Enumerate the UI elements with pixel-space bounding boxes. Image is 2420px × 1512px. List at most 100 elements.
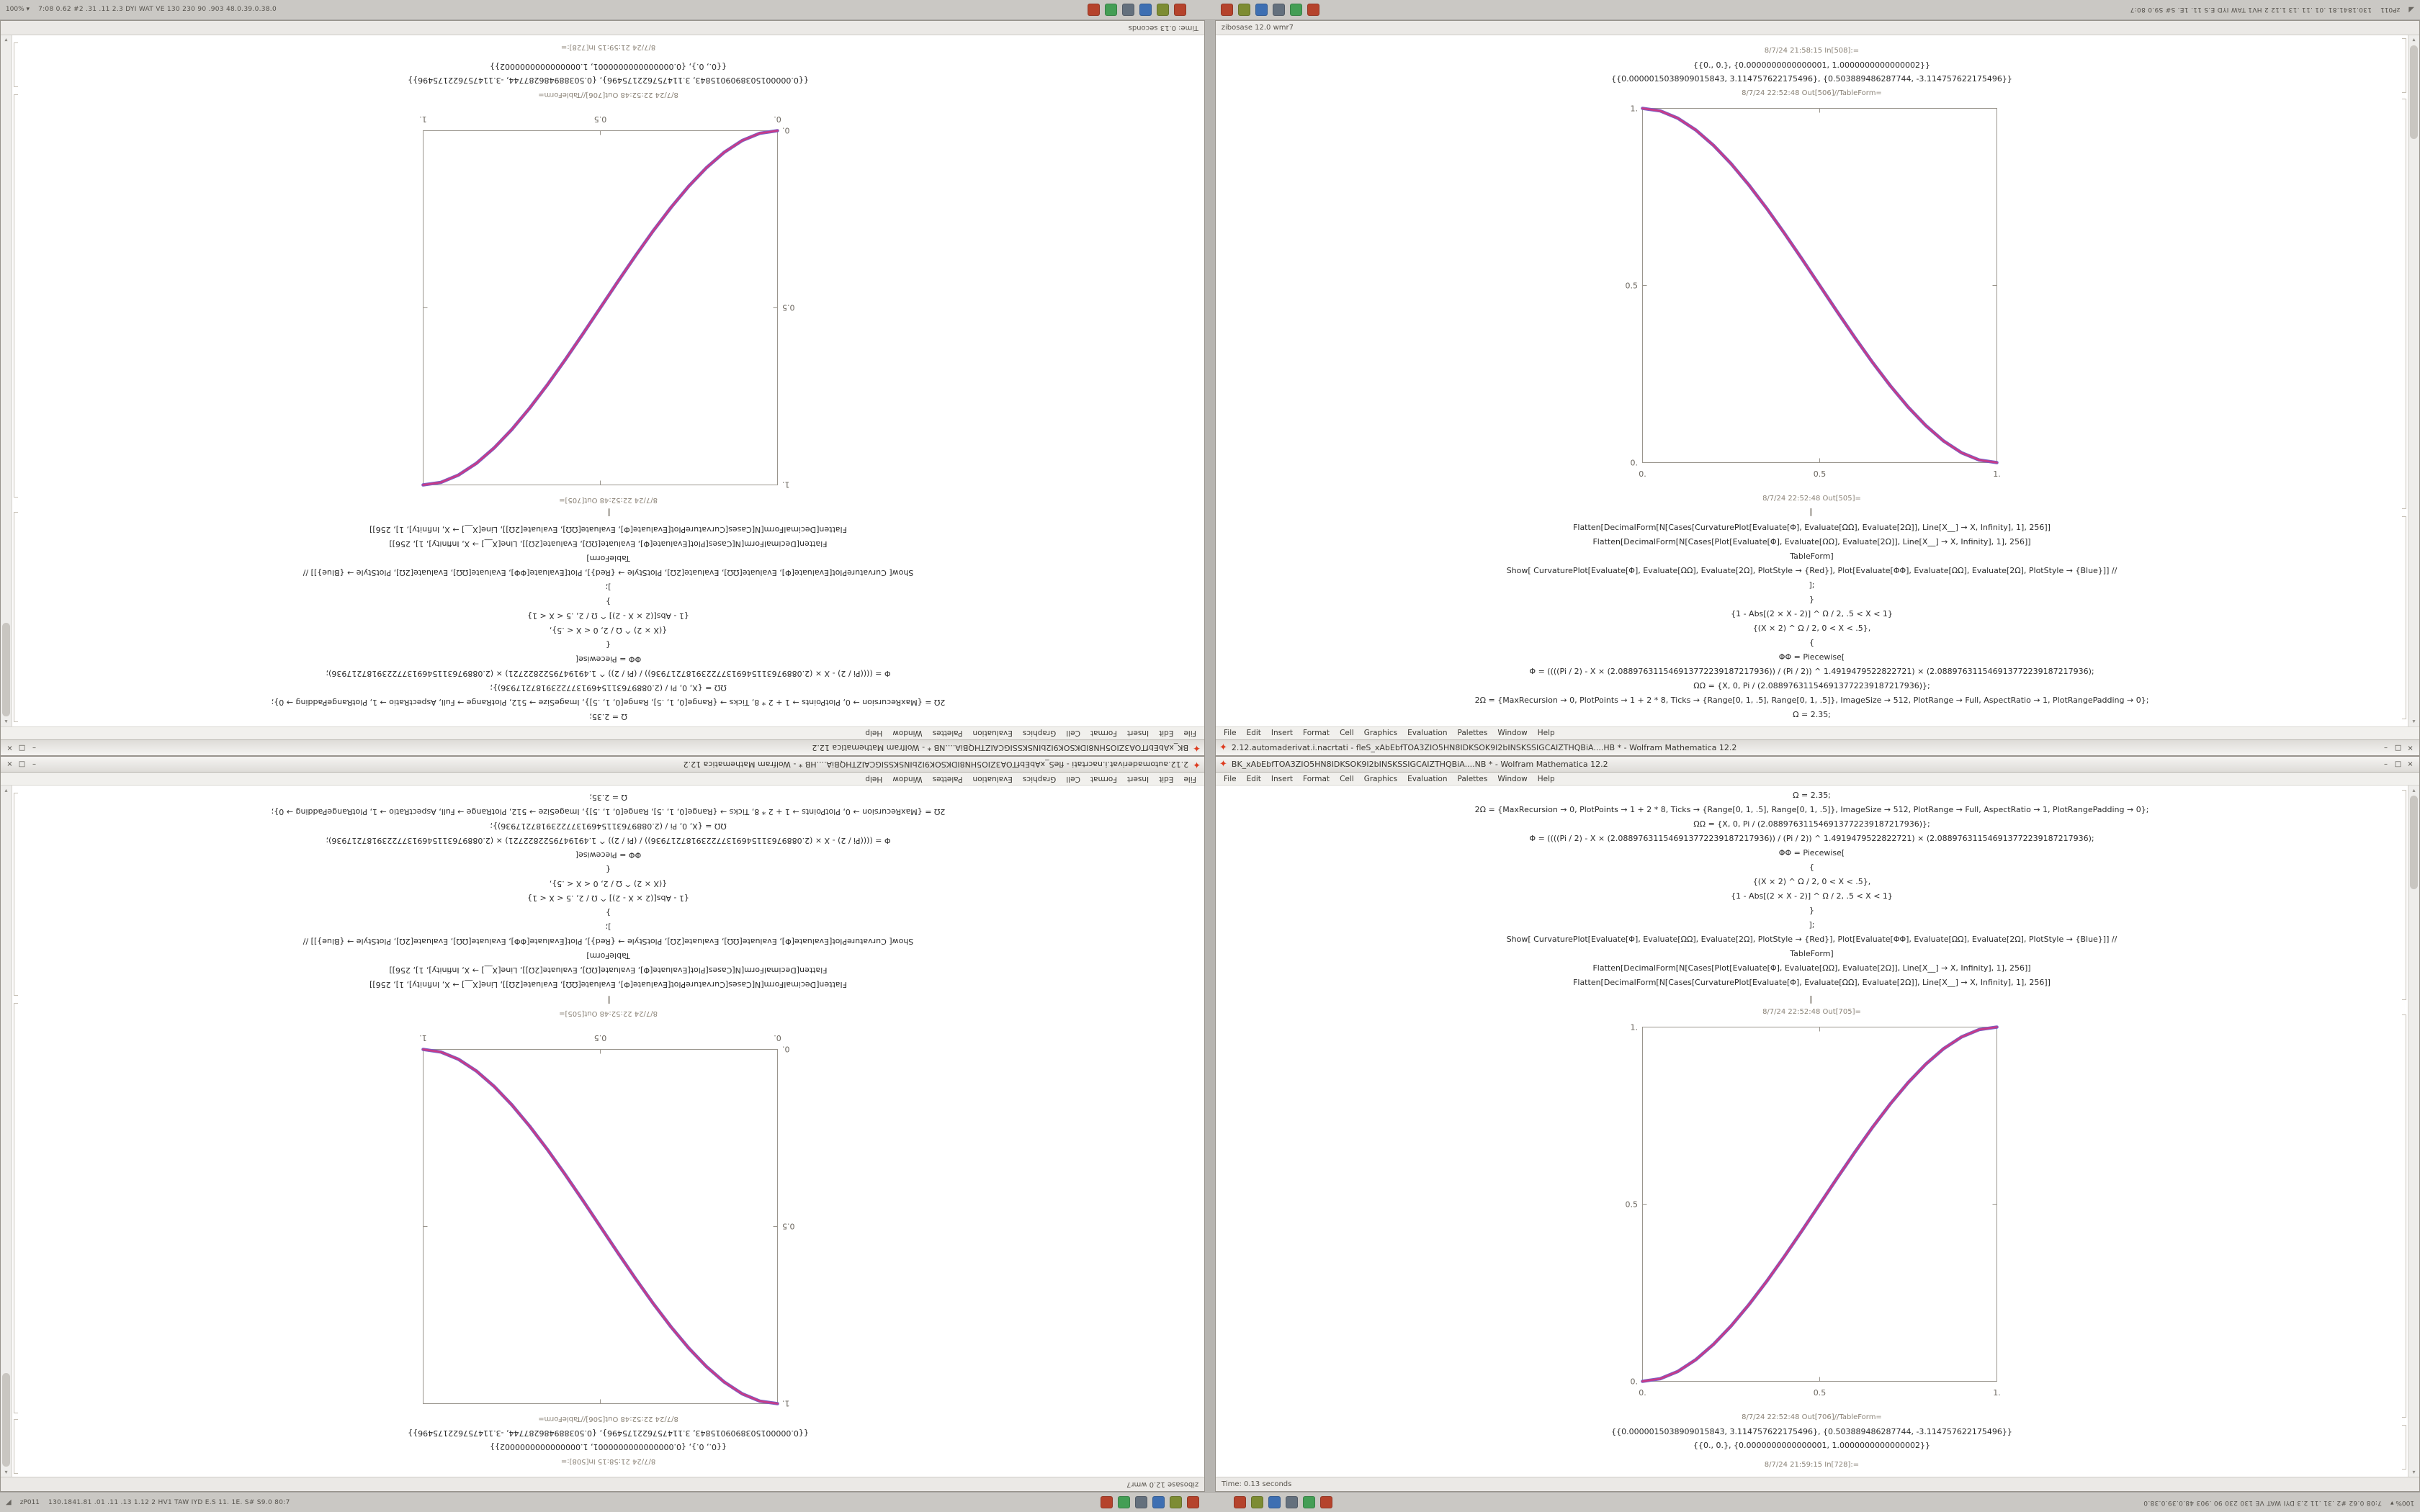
menu-format[interactable]: Format: [1303, 729, 1330, 738]
cell-bracket[interactable]: [2402, 790, 2406, 1000]
close-red-icon[interactable]: [1234, 1496, 1247, 1508]
menu-cell[interactable]: Cell: [1340, 774, 1354, 783]
menu-cell[interactable]: Cell: [1340, 729, 1354, 738]
menu-evaluation[interactable]: Evaluation: [1407, 774, 1448, 783]
menu-edit[interactable]: Edit: [1159, 729, 1174, 738]
maximize-button[interactable]: □: [18, 760, 26, 768]
titlebar-left[interactable]: × □ – ✦ 2.12.automaderivat.i.nacrtati - …: [1, 757, 1204, 773]
cell-bracket[interactable]: [14, 42, 18, 87]
red-app-icon[interactable]: [1087, 4, 1100, 16]
zoom-indicator-left[interactable]: zP011: [2380, 6, 2401, 14]
menu-insert[interactable]: Insert: [1126, 774, 1150, 783]
menu-file[interactable]: File: [1224, 774, 1237, 783]
menu-graphics[interactable]: Graphics: [1363, 774, 1398, 783]
notebook-right[interactable]: Ω = 2.35; 2Ω = {MaxRecursion → 0, PlotPoi…: [12, 35, 1204, 726]
menu-palettes[interactable]: Palettes: [1457, 774, 1488, 783]
cell-bracket[interactable]: [14, 1003, 18, 1413]
scroll-down-icon[interactable]: ▾: [4, 1469, 8, 1475]
blue-doc-icon[interactable]: [1152, 1496, 1165, 1508]
olive-app-icon[interactable]: [1237, 4, 1250, 16]
close-red-icon[interactable]: [1220, 4, 1233, 16]
blue-doc-icon[interactable]: [1255, 4, 1268, 16]
cell-bracket[interactable]: [14, 793, 18, 996]
close-button[interactable]: ×: [6, 760, 13, 768]
olive-app-icon[interactable]: [1251, 1496, 1264, 1508]
scrollbar-thumb[interactable]: [2, 1373, 10, 1467]
menu-evaluation[interactable]: Evaluation: [972, 774, 1013, 783]
green-app-icon[interactable]: [1118, 1496, 1131, 1508]
notebook-left[interactable]: 8/7/24 21:58:15 In[508]:= {{0., 0.}, {0.…: [1216, 35, 2408, 726]
menu-file[interactable]: File: [1183, 729, 1196, 738]
cell-bracket[interactable]: [2402, 38, 2406, 93]
zoom-indicator-right[interactable]: 100% ▾: [5, 6, 30, 14]
green-app-icon[interactable]: [1104, 4, 1117, 16]
input-cell[interactable]: Ω = 2.35; 2Ω = {MaxRecursion → 0, PlotPoi…: [1216, 788, 2408, 990]
menu-insert[interactable]: Insert: [1270, 729, 1294, 738]
menu-help[interactable]: Help: [865, 729, 883, 738]
zoom-indicator-right[interactable]: 100% ▾: [2390, 1498, 2415, 1506]
cell-bracket[interactable]: [14, 94, 18, 498]
close-red-icon[interactable]: [1187, 1496, 1200, 1508]
menu-evaluation[interactable]: Evaluation: [1407, 729, 1448, 738]
blue-doc-icon[interactable]: [1139, 4, 1152, 16]
slate-app-icon[interactable]: [1121, 4, 1134, 16]
menu-edit[interactable]: Edit: [1246, 774, 1261, 783]
close-button[interactable]: ×: [2407, 760, 2414, 768]
cell-bracket[interactable]: [2402, 516, 2406, 719]
cell-bracket[interactable]: [14, 512, 18, 722]
menu-window[interactable]: Window: [892, 774, 923, 783]
menu-graphics[interactable]: Graphics: [1022, 729, 1057, 738]
vertical-scrollbar[interactable]: ▴ ▾: [2408, 786, 2419, 1477]
menu-graphics[interactable]: Graphics: [1363, 729, 1398, 738]
scroll-down-icon[interactable]: ▾: [2412, 1469, 2416, 1475]
scroll-down-icon[interactable]: ▾: [4, 37, 8, 43]
menu-format[interactable]: Format: [1303, 774, 1330, 783]
scroll-down-icon[interactable]: ▾: [2412, 37, 2416, 43]
vertical-scrollbar[interactable]: ▴ ▾: [1, 35, 12, 726]
minimize-button[interactable]: –: [32, 744, 36, 752]
olive-app-icon[interactable]: [1156, 4, 1169, 16]
cell-bracket[interactable]: [2402, 1014, 2406, 1418]
maximize-button[interactable]: □: [2394, 760, 2402, 768]
menu-graphics[interactable]: Graphics: [1022, 774, 1057, 783]
notebook-left[interactable]: 8/7/24 21:58:15 In[508]:= {{0., 0.}, {0.…: [12, 786, 1204, 1477]
minimize-button[interactable]: –: [2384, 760, 2388, 768]
menu-insert[interactable]: Insert: [1270, 774, 1294, 783]
menu-edit[interactable]: Edit: [1246, 729, 1261, 738]
vertical-scrollbar[interactable]: ▴ ▾: [1, 786, 12, 1477]
menu-evaluation[interactable]: Evaluation: [972, 729, 1013, 738]
cell-bracket[interactable]: [2402, 99, 2406, 509]
menu-help[interactable]: Help: [1537, 774, 1555, 783]
menu-cell[interactable]: Cell: [1066, 729, 1080, 738]
red-app-icon[interactable]: [1320, 1496, 1333, 1508]
close-button[interactable]: ×: [2407, 744, 2414, 752]
close-button[interactable]: ×: [6, 744, 13, 752]
menu-cell[interactable]: Cell: [1066, 774, 1080, 783]
scroll-up-icon[interactable]: ▴: [4, 719, 8, 725]
green-app-icon[interactable]: [1289, 4, 1302, 16]
minimize-button[interactable]: –: [2384, 744, 2388, 752]
input-cell[interactable]: Flatten[DecimalForm[N[Cases[CurvaturePlo…: [12, 790, 1204, 991]
menu-palettes[interactable]: Palettes: [1457, 729, 1488, 738]
titlebar-left[interactable]: × □ – ✦ 2.12.automaderivat.i.nacrtati - …: [1216, 739, 2419, 755]
titlebar-right[interactable]: ✦ BK_xAbEbfTOA3ZIO5HN8IDKSOK9I2bINSKSSIG…: [1216, 757, 2419, 773]
close-red-icon[interactable]: [1173, 4, 1186, 16]
titlebar-right[interactable]: ✦ BK_xAbEbfTOA3ZIO5HN8IDKSOK9I2bINSKSSIG…: [1, 739, 1204, 755]
maximize-button[interactable]: □: [18, 744, 26, 752]
slate-app-icon[interactable]: [1135, 1496, 1148, 1508]
red-app-icon[interactable]: [1101, 1496, 1113, 1508]
scrollbar-thumb[interactable]: [2410, 45, 2418, 139]
scroll-up-icon[interactable]: ▴: [2412, 719, 2416, 725]
minimize-button[interactable]: –: [32, 760, 36, 768]
menu-format[interactable]: Format: [1090, 774, 1117, 783]
zoom-indicator-left[interactable]: zP011: [19, 1498, 40, 1506]
notebook-right[interactable]: Ω = 2.35; 2Ω = {MaxRecursion → 0, PlotPoi…: [1216, 786, 2408, 1477]
slate-app-icon[interactable]: [1272, 4, 1285, 16]
scroll-up-icon[interactable]: ▴: [2412, 787, 2416, 793]
menu-window[interactable]: Window: [1497, 729, 1528, 738]
menu-format[interactable]: Format: [1090, 729, 1117, 738]
menu-edit[interactable]: Edit: [1159, 774, 1174, 783]
slate-app-icon[interactable]: [1286, 1496, 1299, 1508]
menu-insert[interactable]: Insert: [1126, 729, 1150, 738]
scrollbar-thumb[interactable]: [2410, 796, 2418, 889]
